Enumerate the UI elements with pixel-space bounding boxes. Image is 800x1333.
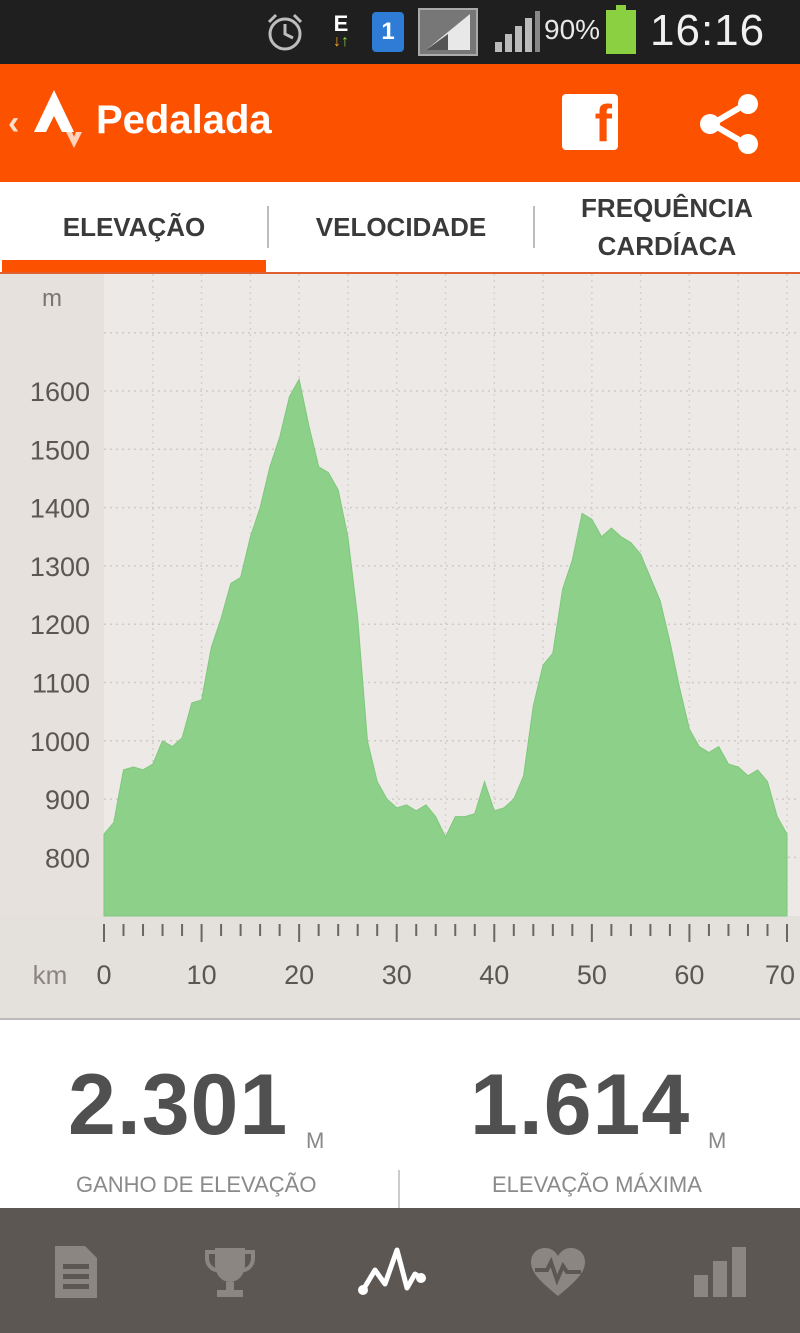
status-bar: E ↓↑ 1 90% 16:16 <box>0 0 800 64</box>
bar-chart-icon <box>694 1247 746 1297</box>
signal-icon <box>418 8 478 56</box>
nav-stats-button[interactable] <box>680 1234 760 1310</box>
nav-analysis-button[interactable] <box>352 1234 432 1310</box>
x-tick-label: 40 <box>479 960 509 990</box>
x-tick-label: 20 <box>284 960 314 990</box>
elevation-gain-stat: 2.301 M GANHO DE ELEVAÇÃO <box>68 1050 368 1200</box>
x-tick-label: 70 <box>765 960 795 990</box>
x-tick-label: 60 <box>674 960 704 990</box>
tab-elevation[interactable]: ELEVAÇÃO <box>62 212 206 242</box>
y-tick-label: 1400 <box>30 494 90 524</box>
stat-divider <box>398 1170 400 1208</box>
trophy-icon <box>205 1248 255 1297</box>
active-tab-indicator <box>2 260 266 272</box>
back-chevron-icon[interactable]: ‹ <box>8 104 20 142</box>
x-tick-label: 0 <box>96 960 111 990</box>
y-tick-label: 1500 <box>30 435 90 465</box>
battery-icon <box>604 5 638 54</box>
bottom-navigation <box>0 1208 800 1333</box>
nav-heart-rate-button[interactable] <box>518 1234 598 1310</box>
elevation-area <box>103 377 788 917</box>
nav-overview-button[interactable] <box>36 1234 116 1310</box>
tab-divider <box>533 206 535 248</box>
max-elevation-stat: 1.614 M ELEVAÇÃO MÁXIMA <box>470 1050 770 1200</box>
tab-divider <box>267 206 269 248</box>
sim-number: 1 <box>372 12 404 52</box>
nav-achievements-button[interactable] <box>190 1234 270 1310</box>
stat-label: GANHO DE ELEVAÇÃO <box>76 1172 317 1197</box>
y-tick-label: 1100 <box>32 669 90 699</box>
y-tick-label: 1000 <box>30 727 90 757</box>
tab-bar: ELEVAÇÃO VELOCIDADE FREQUÊNCIA CARDÍACA <box>0 182 800 274</box>
stat-unit: M <box>708 1128 727 1153</box>
edge-data-icon: E ↓↑ <box>333 11 349 50</box>
x-tick-label: 10 <box>187 960 217 990</box>
tab-heart-rate[interactable]: FREQUÊNCIA CARDÍACA <box>581 193 753 261</box>
stat-value: 2.301 <box>68 1057 289 1153</box>
x-tick-label: 50 <box>577 960 607 990</box>
edge-letter: E <box>333 11 349 36</box>
y-axis-panel <box>0 274 104 916</box>
stat-label: ELEVAÇÃO MÁXIMA <box>492 1172 702 1197</box>
facebook-icon: f <box>594 95 612 153</box>
battery-percent: 90% <box>544 14 601 45</box>
strava-logo[interactable] <box>30 88 86 158</box>
y-tick-label: 800 <box>45 843 90 873</box>
alarm-clock-icon <box>262 10 308 54</box>
x-axis-unit: km <box>33 960 68 990</box>
elevation-chart-svg: m 800 900 1000 1100 1200 1300 1400 1500 1600 km 0 10… <box>30 274 800 990</box>
x-tick-label: 30 <box>382 960 412 990</box>
share-icon <box>700 94 758 154</box>
app-bar: ‹ Pedalada f <box>0 64 800 182</box>
share-button[interactable] <box>696 94 762 154</box>
facebook-share-button[interactable]: f <box>562 94 618 150</box>
elevation-chart[interactable]: m 800 900 1000 1100 1200 1300 1400 1500 1600 km 0 10… <box>0 274 800 1020</box>
y-tick-label: 1300 <box>30 552 90 582</box>
sim-card-icon: 1 <box>370 10 406 54</box>
elevation-chart-icon <box>358 1247 426 1295</box>
document-icon <box>55 1246 97 1298</box>
signal-icon <box>492 10 542 54</box>
page-title: Pedalada <box>96 98 272 142</box>
tab-speed[interactable]: VELOCIDADE <box>315 212 487 242</box>
y-tick-label: 1200 <box>30 610 90 640</box>
stat-value: 1.614 <box>470 1057 691 1153</box>
clock: 16:16 <box>650 6 766 55</box>
x-axis-panel <box>0 916 800 1020</box>
heart-rate-icon <box>531 1248 585 1296</box>
divider <box>0 1018 800 1020</box>
stats-panel: 2.301 M GANHO DE ELEVAÇÃO 1.614 M ELEVAÇ… <box>0 1020 800 1208</box>
y-tick-label: 1600 <box>30 377 90 407</box>
y-axis-unit: m <box>42 285 62 312</box>
stat-unit: M <box>306 1128 325 1153</box>
y-tick-label: 900 <box>45 785 90 815</box>
